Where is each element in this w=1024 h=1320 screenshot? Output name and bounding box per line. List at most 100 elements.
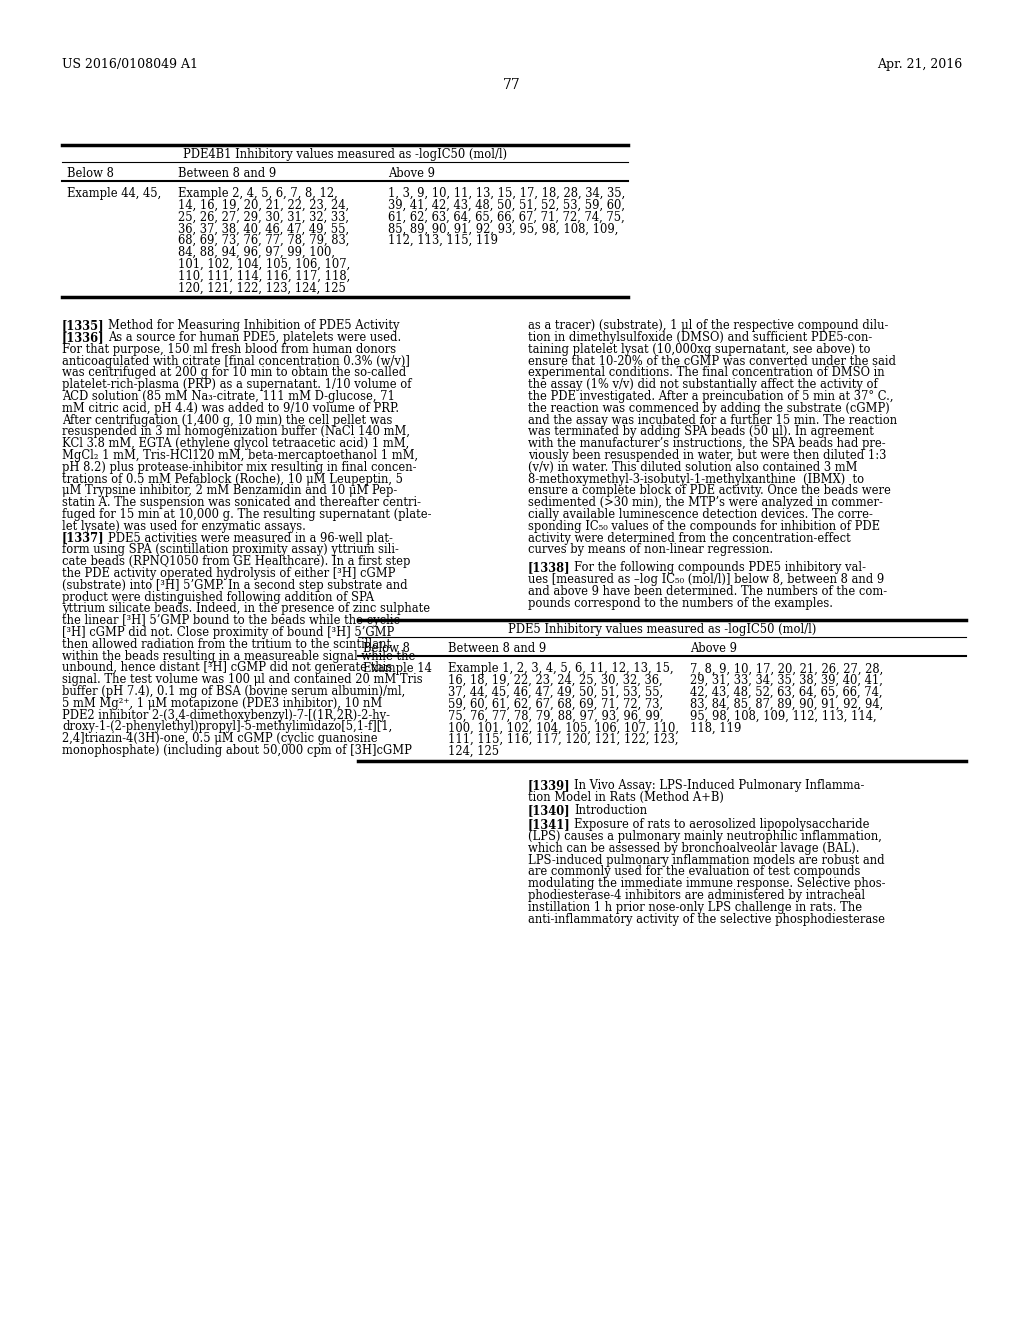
Text: 68, 69, 73, 76, 77, 78, 79, 83,: 68, 69, 73, 76, 77, 78, 79, 83, [178,234,349,247]
Text: [1337]: [1337] [62,532,104,545]
Text: Above 9: Above 9 [690,643,737,656]
Text: 2,4]triazin-4(3H)-one, 0.5 μM cGMP (cyclic guanosine: 2,4]triazin-4(3H)-one, 0.5 μM cGMP (cycl… [62,733,378,746]
Text: fuged for 15 min at 10,000 g. The resulting supernatant (plate-: fuged for 15 min at 10,000 g. The result… [62,508,431,521]
Text: [1335]: [1335] [62,319,104,333]
Text: tion in dimethylsulfoxide (DMSO) and sufficient PDE5-con-: tion in dimethylsulfoxide (DMSO) and suf… [528,331,872,345]
Text: 111, 115, 116, 117, 120, 121, 122, 123,: 111, 115, 116, 117, 120, 121, 122, 123, [449,733,679,746]
Text: product were distinguished following addition of SPA: product were distinguished following add… [62,590,374,603]
Text: trations of 0.5 mM Pefablock (Roche), 10 μM Leupeptin, 5: trations of 0.5 mM Pefablock (Roche), 10… [62,473,403,486]
Text: form using SPA (scintillation proximity assay) yttrium sili-: form using SPA (scintillation proximity … [62,544,399,557]
Text: (v/v) in water. This diluted solution also contained 3 mM: (v/v) in water. This diluted solution al… [528,461,857,474]
Text: anti-inflammatory activity of the selective phosphodiesterase: anti-inflammatory activity of the select… [528,912,885,925]
Text: unbound, hence distant [³H] cGMP did not generate this: unbound, hence distant [³H] cGMP did not… [62,661,392,675]
Text: For the following compounds PDE5 inhibitory val-: For the following compounds PDE5 inhibit… [574,561,866,574]
Text: Example 2, 4, 5, 6, 7, 8, 12,: Example 2, 4, 5, 6, 7, 8, 12, [178,187,338,201]
Text: with the manufacturer’s instructions, the SPA beads had pre-: with the manufacturer’s instructions, th… [528,437,886,450]
Text: 7, 8, 9, 10, 17, 20, 21, 26, 27, 28,: 7, 8, 9, 10, 17, 20, 21, 26, 27, 28, [690,663,884,676]
Text: PDE5 activities were measured in a 96-well plat-: PDE5 activities were measured in a 96-we… [108,532,393,545]
Text: anticoagulated with citrate [final concentration 0.3% (w/v)]: anticoagulated with citrate [final conce… [62,355,410,367]
Text: 61, 62, 63, 64, 65, 66, 67, 71, 72, 74, 75,: 61, 62, 63, 64, 65, 66, 67, 71, 72, 74, … [388,211,625,223]
Text: [1340]: [1340] [528,804,570,817]
Text: Example 14: Example 14 [362,663,432,676]
Text: [1341]: [1341] [528,818,570,832]
Text: was centrifuged at 200 g for 10 min to obtain the so-called: was centrifuged at 200 g for 10 min to o… [62,367,407,379]
Text: In Vivo Assay: LPS-Induced Pulmonary Inflamma-: In Vivo Assay: LPS-Induced Pulmonary Inf… [574,779,864,792]
Text: curves by means of non-linear regression.: curves by means of non-linear regression… [528,544,773,557]
Text: 83, 84, 85, 87, 89, 90, 91, 92, 94,: 83, 84, 85, 87, 89, 90, 91, 92, 94, [690,698,884,710]
Text: 59, 60, 61, 62, 67, 68, 69, 71, 72, 73,: 59, 60, 61, 62, 67, 68, 69, 71, 72, 73, [449,698,664,710]
Text: LPS-induced pulmonary inflammation models are robust and: LPS-induced pulmonary inflammation model… [528,854,885,867]
Text: 5 mM Mg²⁺, 1 μM motapizone (PDE3 inhibitor), 10 nM: 5 mM Mg²⁺, 1 μM motapizone (PDE3 inhibit… [62,697,382,710]
Text: cially available luminescence detection devices. The corre-: cially available luminescence detection … [528,508,872,521]
Text: which can be assessed by bronchoalveolar lavage (BAL).: which can be assessed by bronchoalveolar… [528,842,859,855]
Text: 36, 37, 38, 40, 46, 47, 49, 55,: 36, 37, 38, 40, 46, 47, 49, 55, [178,222,349,235]
Text: 124, 125: 124, 125 [449,744,499,758]
Text: 120, 121, 122, 123, 124, 125: 120, 121, 122, 123, 124, 125 [178,281,346,294]
Text: 95, 98, 108, 109, 112, 113, 114,: 95, 98, 108, 109, 112, 113, 114, [690,710,877,722]
Text: and the assay was incubated for a further 15 min. The reaction: and the assay was incubated for a furthe… [528,413,897,426]
Text: let lysate) was used for enzymatic assays.: let lysate) was used for enzymatic assay… [62,520,306,533]
Text: the linear [³H] 5’GMP bound to the beads while the cyclic: the linear [³H] 5’GMP bound to the beads… [62,614,400,627]
Text: activity were determined from the concentration-effect: activity were determined from the concen… [528,532,851,545]
Text: ACD solution (85 mM Na₃-citrate, 111 mM D-glucose, 71: ACD solution (85 mM Na₃-citrate, 111 mM … [62,389,395,403]
Text: Example 1, 2, 3, 4, 5, 6, 11, 12, 13, 15,: Example 1, 2, 3, 4, 5, 6, 11, 12, 13, 15… [449,663,674,676]
Text: 16, 18, 19, 22, 23, 24, 25, 30, 32, 36,: 16, 18, 19, 22, 23, 24, 25, 30, 32, 36, [449,675,663,688]
Text: 101, 102, 104, 105, 106, 107,: 101, 102, 104, 105, 106, 107, [178,257,350,271]
Text: resuspended in 3 ml homogenization buffer (NaCl 140 mM,: resuspended in 3 ml homogenization buffe… [62,425,410,438]
Text: Between 8 and 9: Between 8 and 9 [178,168,276,180]
Text: For that purpose, 150 ml fresh blood from human donors: For that purpose, 150 ml fresh blood fro… [62,343,396,356]
Text: Introduction: Introduction [574,804,647,817]
Text: Example 44, 45,: Example 44, 45, [67,187,161,201]
Text: 1, 3, 9, 10, 11, 13, 15, 17, 18, 28, 34, 35,: 1, 3, 9, 10, 11, 13, 15, 17, 18, 28, 34,… [388,187,626,201]
Text: the PDE activity operated hydrolysis of either [³H] cGMP: the PDE activity operated hydrolysis of … [62,568,395,579]
Text: droxy-1-(2-phenylethyl)propyl]-5-methylimidazo[5,1-f][1,: droxy-1-(2-phenylethyl)propyl]-5-methyli… [62,721,392,734]
Text: ues [measured as –log IC₅₀ (mol/l)] below 8, between 8 and 9: ues [measured as –log IC₅₀ (mol/l)] belo… [528,573,885,586]
Text: within the beads resulting in a measureable signal while the: within the beads resulting in a measurea… [62,649,416,663]
Text: 14, 16, 19, 20, 21, 22, 23, 24,: 14, 16, 19, 20, 21, 22, 23, 24, [178,199,349,211]
Text: and above 9 have been determined. The numbers of the com-: and above 9 have been determined. The nu… [528,585,887,598]
Text: US 2016/0108049 A1: US 2016/0108049 A1 [62,58,198,71]
Text: Apr. 21, 2016: Apr. 21, 2016 [877,58,962,71]
Text: as a tracer) (substrate), 1 μl of the respective compound dilu-: as a tracer) (substrate), 1 μl of the re… [528,319,889,333]
Text: pH 8.2) plus protease-inhibitor mix resulting in final concen-: pH 8.2) plus protease-inhibitor mix resu… [62,461,417,474]
Text: modulating the immediate immune response. Selective phos-: modulating the immediate immune response… [528,878,886,890]
Text: Below 8: Below 8 [362,643,410,656]
Text: 112, 113, 115, 119: 112, 113, 115, 119 [388,234,498,247]
Text: Method for Measuring Inhibition of PDE5 Activity: Method for Measuring Inhibition of PDE5 … [108,319,399,333]
Text: sponding IC₅₀ values of the compounds for inhibition of PDE: sponding IC₅₀ values of the compounds fo… [528,520,880,533]
Text: 29, 31, 33, 34, 35, 38, 39, 40, 41,: 29, 31, 33, 34, 35, 38, 39, 40, 41, [690,675,883,688]
Text: 42, 43, 48, 52, 63, 64, 65, 66, 74,: 42, 43, 48, 52, 63, 64, 65, 66, 74, [690,686,883,700]
Text: the assay (1% v/v) did not substantially affect the activity of: the assay (1% v/v) did not substantially… [528,379,878,391]
Text: PDE2 inhibitor 2-(3,4-dimethoxybenzyl)-7-[(1R,2R)-2-hy-: PDE2 inhibitor 2-(3,4-dimethoxybenzyl)-7… [62,709,390,722]
Text: 37, 44, 45, 46, 47, 49, 50, 51, 53, 55,: 37, 44, 45, 46, 47, 49, 50, 51, 53, 55, [449,686,664,700]
Text: 110, 111, 114, 116, 117, 118,: 110, 111, 114, 116, 117, 118, [178,269,350,282]
Text: MgCl₂ 1 mM, Tris-HCl120 mM, beta-mercaptoethanol 1 mM,: MgCl₂ 1 mM, Tris-HCl120 mM, beta-mercapt… [62,449,418,462]
Text: 39, 41, 42, 43, 48, 50, 51, 52, 53, 59, 60,: 39, 41, 42, 43, 48, 50, 51, 52, 53, 59, … [388,199,625,211]
Text: cate beads (RPNQ1050 from GE Healthcare). In a first step: cate beads (RPNQ1050 from GE Healthcare)… [62,556,411,568]
Text: Above 9: Above 9 [388,168,435,180]
Text: the PDE investigated. After a preincubation of 5 min at 37° C.,: the PDE investigated. After a preincubat… [528,389,894,403]
Text: 85, 89, 90, 91, 92, 93, 95, 98, 108, 109,: 85, 89, 90, 91, 92, 93, 95, 98, 108, 109… [388,222,618,235]
Text: are commonly used for the evaluation of test compounds: are commonly used for the evaluation of … [528,866,860,878]
Text: sedimented (>30 min), the MTP’s were analyzed in commer-: sedimented (>30 min), the MTP’s were ana… [528,496,883,510]
Text: PDE5 Inhibitory values measured as -logIC50 (mol/l): PDE5 Inhibitory values measured as -logI… [508,623,816,636]
Text: ensure that 10-20% of the cGMP was converted under the said: ensure that 10-20% of the cGMP was conve… [528,355,896,367]
Text: KCl 3.8 mM, EGTA (ethylene glycol tetraacetic acid) 1 mM,: KCl 3.8 mM, EGTA (ethylene glycol tetraa… [62,437,410,450]
Text: Exposure of rats to aerosolized lipopolysaccharide: Exposure of rats to aerosolized lipopoly… [574,818,869,832]
Text: was terminated by adding SPA beads (50 μl). In agreement: was terminated by adding SPA beads (50 μ… [528,425,873,438]
Text: experimental conditions. The final concentration of DMSO in: experimental conditions. The final conce… [528,367,885,379]
Text: the reaction was commenced by adding the substrate (cGMP): the reaction was commenced by adding the… [528,401,890,414]
Text: viously been resuspended in water, but were then diluted 1:3: viously been resuspended in water, but w… [528,449,887,462]
Text: pounds correspond to the numbers of the examples.: pounds correspond to the numbers of the … [528,597,833,610]
Text: signal. The test volume was 100 μl and contained 20 mM Tris: signal. The test volume was 100 μl and c… [62,673,423,686]
Text: 25, 26, 27, 29, 30, 31, 32, 33,: 25, 26, 27, 29, 30, 31, 32, 33, [178,211,349,223]
Text: After centrifugation (1,400 g, 10 min) the cell pellet was: After centrifugation (1,400 g, 10 min) t… [62,413,392,426]
Text: yttrium silicate beads. Indeed, in the presence of zinc sulphate: yttrium silicate beads. Indeed, in the p… [62,602,430,615]
Text: taining platelet lysat (10,000xg supernatant, see above) to: taining platelet lysat (10,000xg superna… [528,343,870,356]
Text: ensure a complete block of PDE activity. Once the beads were: ensure a complete block of PDE activity.… [528,484,891,498]
Text: As a source for human PDE5, platelets were used.: As a source for human PDE5, platelets we… [108,331,401,345]
Text: [1336]: [1336] [62,331,104,345]
Text: [1338]: [1338] [528,561,570,574]
Text: [³H] cGMP did not. Close proximity of bound [³H] 5’GMP: [³H] cGMP did not. Close proximity of bo… [62,626,394,639]
Text: μM Trypsine inhibitor, 2 mM Benzamidin and 10 μM Pep-: μM Trypsine inhibitor, 2 mM Benzamidin a… [62,484,397,498]
